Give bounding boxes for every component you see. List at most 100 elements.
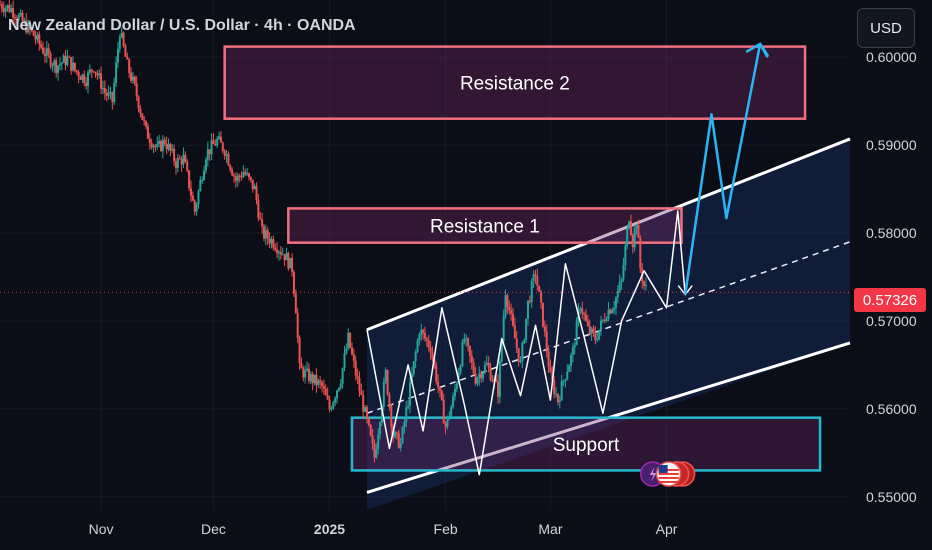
- candle-body: [283, 254, 286, 261]
- candle-body: [328, 399, 331, 410]
- candle-body: [412, 361, 415, 375]
- candle-body: [152, 145, 155, 148]
- candle-body: [540, 291, 543, 303]
- candle-body: [12, 7, 15, 18]
- candle-body: [536, 276, 539, 286]
- candle-body: [517, 347, 520, 363]
- candle-body: [483, 364, 486, 373]
- candle-body: [25, 20, 28, 33]
- candle-body: [248, 173, 251, 178]
- candle-body: [229, 165, 232, 170]
- candle-body: [624, 245, 627, 266]
- candle-body: [497, 381, 500, 397]
- candle-body: [330, 408, 333, 410]
- candle-body: [259, 217, 262, 220]
- candle-body: [291, 257, 294, 273]
- candle-body: [373, 443, 376, 458]
- candle-body: [23, 20, 26, 22]
- candle-body: [321, 382, 324, 387]
- candle-body: [251, 179, 254, 190]
- candle-body: [100, 73, 103, 89]
- candle-body: [491, 380, 494, 382]
- candle-body: [414, 352, 417, 362]
- candle-body: [455, 383, 458, 390]
- candle-body: [145, 121, 148, 127]
- candle-body: [270, 239, 273, 244]
- candle-body: [96, 73, 99, 76]
- candle-body: [257, 200, 260, 218]
- candle-body: [532, 274, 535, 282]
- candle-body: [128, 59, 131, 74]
- candle-body: [309, 373, 312, 382]
- candle-body: [8, 5, 11, 12]
- candle-body: [570, 354, 573, 366]
- candle-body: [485, 362, 488, 365]
- candle-body: [626, 228, 629, 246]
- candle-body: [173, 148, 176, 162]
- candle-body: [592, 328, 595, 333]
- candle-body: [431, 352, 434, 359]
- candle-body: [545, 331, 548, 352]
- candle-body: [191, 195, 194, 201]
- channel-midline: [366, 241, 851, 414]
- candle-body: [306, 368, 309, 371]
- candle-body: [249, 177, 252, 180]
- y-tick-label: 0.56000: [866, 401, 917, 417]
- event-icons[interactable]: [639, 461, 696, 487]
- candle-body: [236, 175, 239, 181]
- candle-body: [86, 72, 89, 87]
- candle-body: [203, 170, 206, 180]
- candle-body: [109, 92, 112, 94]
- candle-body: [148, 138, 151, 144]
- x-tick-label: Apr: [656, 521, 678, 537]
- candle-body: [326, 395, 329, 400]
- candle-body: [463, 338, 466, 343]
- candle-body: [255, 185, 258, 201]
- candle-body: [120, 32, 123, 38]
- candle-body: [556, 393, 559, 402]
- candle-body: [369, 424, 372, 436]
- candle-body: [547, 351, 550, 368]
- candle-body: [287, 253, 290, 269]
- candle-body: [474, 373, 477, 384]
- candle-body: [167, 143, 170, 150]
- candle-body: [88, 69, 91, 73]
- x-tick-label: Mar: [538, 521, 562, 537]
- zone-resistance-1: [287, 207, 683, 244]
- candle-body: [371, 435, 374, 444]
- candle-body: [242, 172, 245, 178]
- candle-body: [199, 180, 202, 192]
- candle-body: [571, 347, 574, 355]
- candle-body: [210, 140, 213, 155]
- candle-body: [530, 281, 533, 303]
- candle-body: [165, 143, 168, 150]
- candle-body: [4, 7, 7, 12]
- candle-body: [390, 405, 393, 427]
- candle-body: [562, 380, 565, 382]
- candle-body: [262, 226, 265, 239]
- candle-body: [227, 154, 230, 166]
- candle-body: [498, 361, 501, 397]
- currency-button[interactable]: USD: [857, 8, 915, 48]
- candle-body: [139, 108, 142, 114]
- candle-body: [440, 390, 443, 401]
- candle-body: [594, 332, 597, 341]
- flag-stripe: [658, 472, 679, 475]
- candle-body: [375, 449, 378, 458]
- candle-body: [508, 306, 511, 311]
- candle-body: [472, 362, 475, 374]
- candle-body: [586, 320, 589, 326]
- candle-body: [47, 48, 50, 54]
- candle-body: [137, 96, 140, 109]
- candle-body: [27, 23, 30, 33]
- candle-body: [628, 221, 631, 229]
- candle-body: [388, 394, 391, 406]
- candle-body: [409, 382, 412, 406]
- candle-body: [425, 338, 428, 341]
- candle-body: [176, 158, 179, 168]
- candle-body: [560, 381, 563, 401]
- candle-body: [470, 355, 473, 363]
- candle-body: [585, 314, 588, 321]
- candle-body: [289, 257, 292, 269]
